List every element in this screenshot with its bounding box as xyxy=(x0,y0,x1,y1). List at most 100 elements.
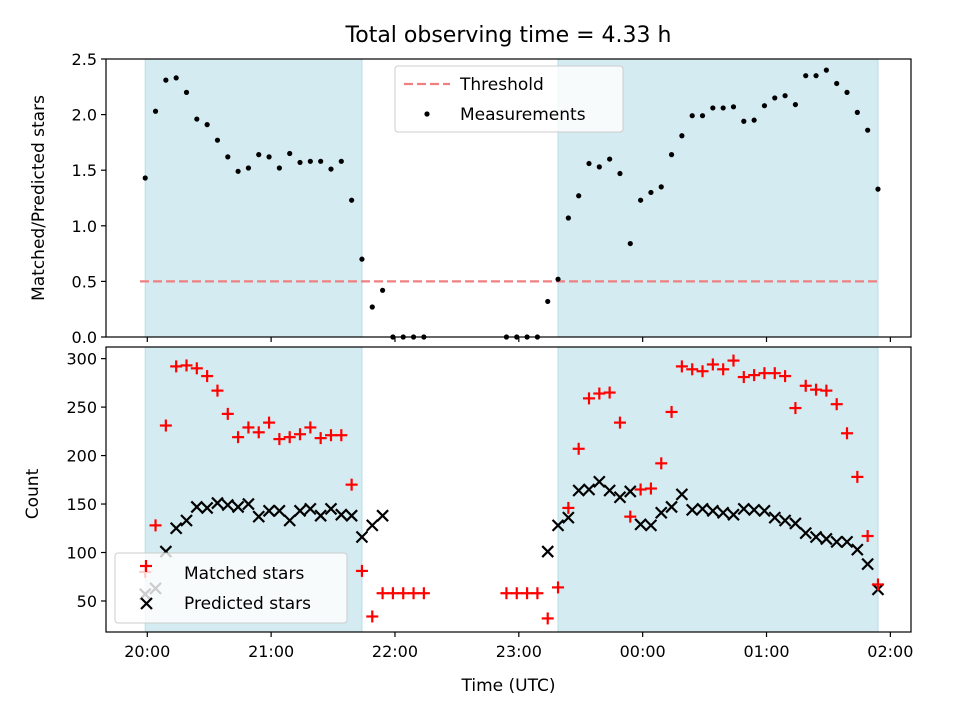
count-panel: 50 100 150 200 250 300 20:00 21:00 22:00 23:00 00… xyxy=(23,346,913,696)
measurement-point xyxy=(627,240,633,247)
predicted-star-point xyxy=(593,475,606,489)
predicted-star-point xyxy=(851,543,864,556)
count-y-tick-label: 150 xyxy=(66,495,97,514)
legend-predicted-swatch xyxy=(140,597,153,610)
measurement-point xyxy=(318,158,324,164)
predicted-star-point xyxy=(830,535,843,549)
measurement-point xyxy=(245,165,252,171)
ratio-y-tick-label: 2.0 xyxy=(72,106,97,125)
matched-star-point xyxy=(263,416,276,429)
x-tick-label: 02:00 xyxy=(867,642,913,661)
predicted-star-point xyxy=(231,500,245,514)
predicted-star-point xyxy=(355,530,369,544)
predicted-star-point xyxy=(562,511,575,524)
measurement-point xyxy=(287,150,293,157)
predicted-star-point xyxy=(624,485,637,498)
predicted-star-point xyxy=(169,521,183,535)
measurement-point xyxy=(658,184,664,190)
ratio-y-label: Matched/Predicted stars xyxy=(29,95,49,301)
measurement-point xyxy=(865,127,871,133)
measurement-point xyxy=(545,298,551,305)
count-y-label: Count xyxy=(23,468,43,519)
predicted-star-point xyxy=(242,497,255,511)
predicted-star-point xyxy=(262,504,276,518)
x-tick-label: 00:00 xyxy=(620,642,666,661)
predicted-star-point xyxy=(613,490,627,504)
matched-star-point xyxy=(593,387,606,400)
predicted-star-point xyxy=(345,509,358,522)
predicted-star-point xyxy=(768,511,782,524)
matched-star-point xyxy=(386,587,399,600)
predicted-star-point xyxy=(634,518,647,531)
measurement-point xyxy=(555,276,561,282)
legend-threshold-label: Threshold xyxy=(459,75,544,95)
count-y-tick-label: 100 xyxy=(66,544,97,563)
predicted-star-point xyxy=(273,504,286,518)
matched-star-point xyxy=(304,421,317,434)
measurement-point xyxy=(772,95,778,101)
count-x-ticks: 20:00 21:00 22:00 23:00 00:00 01:00 02:00 xyxy=(124,632,913,661)
predicted-star-point xyxy=(541,545,554,558)
matched-star-point xyxy=(727,354,740,367)
matched-star-point xyxy=(510,587,523,600)
measurement-point xyxy=(349,197,355,203)
x-tick-label: 01:00 xyxy=(743,642,789,661)
matched-star-point xyxy=(562,501,575,514)
matched-star-point xyxy=(283,431,296,444)
measurement-point xyxy=(741,118,747,124)
measurement-point xyxy=(369,304,375,310)
measurement-point xyxy=(834,80,840,87)
matched-star-point xyxy=(417,587,430,600)
count-axes-frame xyxy=(105,346,912,633)
ratio-y-tick-label: 1.5 xyxy=(72,161,97,180)
predicted-star-point xyxy=(737,502,751,516)
measurement-point xyxy=(214,137,221,143)
measurement-point xyxy=(586,160,592,167)
matched-star-point xyxy=(613,416,626,429)
measurement-point xyxy=(854,109,860,115)
count-legend: Matched stars Predicted stars xyxy=(114,552,348,624)
ratio-y-tick-label: 0.0 xyxy=(72,328,97,347)
predicted-star-point xyxy=(293,504,307,518)
matched-star-point xyxy=(634,483,647,496)
matched-star-point xyxy=(768,367,781,380)
matched-star-point xyxy=(324,429,337,442)
ratio-y-ticks: 0.0 0.5 1.0 1.5 2.0 2.5 xyxy=(72,50,106,347)
ratio-panel: 0.0 0.5 1.0 1.5 2.0 2.5 Matched/Predicted sta… xyxy=(29,50,912,347)
predicted-star-point xyxy=(180,514,193,527)
matched-star-point xyxy=(737,371,750,384)
measurement-point xyxy=(607,156,613,162)
matched-star-point xyxy=(180,359,193,372)
x-axis-label: Time (UTC) xyxy=(461,676,556,696)
predicted-star-point xyxy=(221,498,235,512)
ratio-y-tick-label: 0.5 xyxy=(72,272,97,291)
predicted-star-point xyxy=(675,488,689,501)
matched-star-point xyxy=(830,398,843,411)
measurement-point xyxy=(710,105,716,111)
predicted-star-point xyxy=(778,514,792,527)
measurement-point xyxy=(276,165,282,171)
matched-star-point xyxy=(211,384,224,397)
count-y-tick-label: 250 xyxy=(66,398,97,417)
matched-star-point xyxy=(758,367,771,380)
measurement-point xyxy=(720,105,726,111)
matched-star-point xyxy=(345,478,358,491)
measurement-point xyxy=(823,67,829,73)
predicted-star-point xyxy=(551,519,565,532)
predicted-star-point xyxy=(716,506,730,520)
predicted-star-point xyxy=(747,503,761,517)
matched-star-point xyxy=(273,433,286,446)
matched-star-point xyxy=(820,384,833,397)
predicted-star-point xyxy=(820,532,833,546)
measurement-point xyxy=(596,164,602,170)
measurement-point xyxy=(338,158,344,164)
measurement-point xyxy=(689,113,695,119)
measurement-point xyxy=(638,197,644,203)
matched-star-point xyxy=(294,428,307,441)
predicted-star-point xyxy=(685,503,699,517)
measurement-point xyxy=(803,73,809,79)
predicted-star-point xyxy=(572,484,585,497)
ratio-axes-frame xyxy=(105,58,912,338)
x-tick-label: 23:00 xyxy=(496,642,542,661)
